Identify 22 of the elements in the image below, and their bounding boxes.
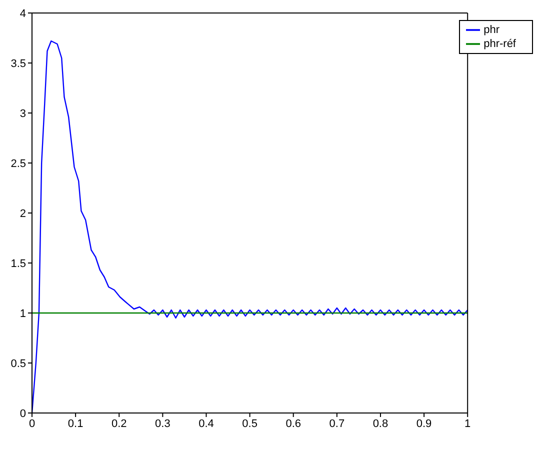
x-tick-label: 0.9 [416,418,432,430]
x-tick-label: 1 [464,418,471,430]
legend-label: phr-réf [484,38,516,50]
y-tick-label: 0.5 [10,358,26,370]
x-tick-label: 0.1 [68,418,84,430]
x-tick-label: 0.7 [329,418,345,430]
x-tick-label: 0.6 [286,418,302,430]
y-tick-label: 3.5 [10,58,26,70]
y-tick-label: 1 [20,308,26,320]
x-tick-label: 0.2 [111,418,127,430]
y-tick-label: 4 [20,8,26,20]
y-tick-label: 2.5 [10,158,26,170]
x-tick-label: 0.3 [155,418,170,430]
y-tick-label: 3 [20,108,26,120]
x-tick-label: 0.4 [198,418,214,430]
x-tick-label: 0.5 [242,418,258,430]
x-tick-label: 0 [28,418,36,430]
y-tick-label: 2 [20,208,26,220]
y-tick-label: 0 [20,408,26,420]
x-tick-label: 0.8 [372,418,388,430]
y-tick-label: 1.5 [10,258,26,270]
legend-label: phr [484,24,500,36]
